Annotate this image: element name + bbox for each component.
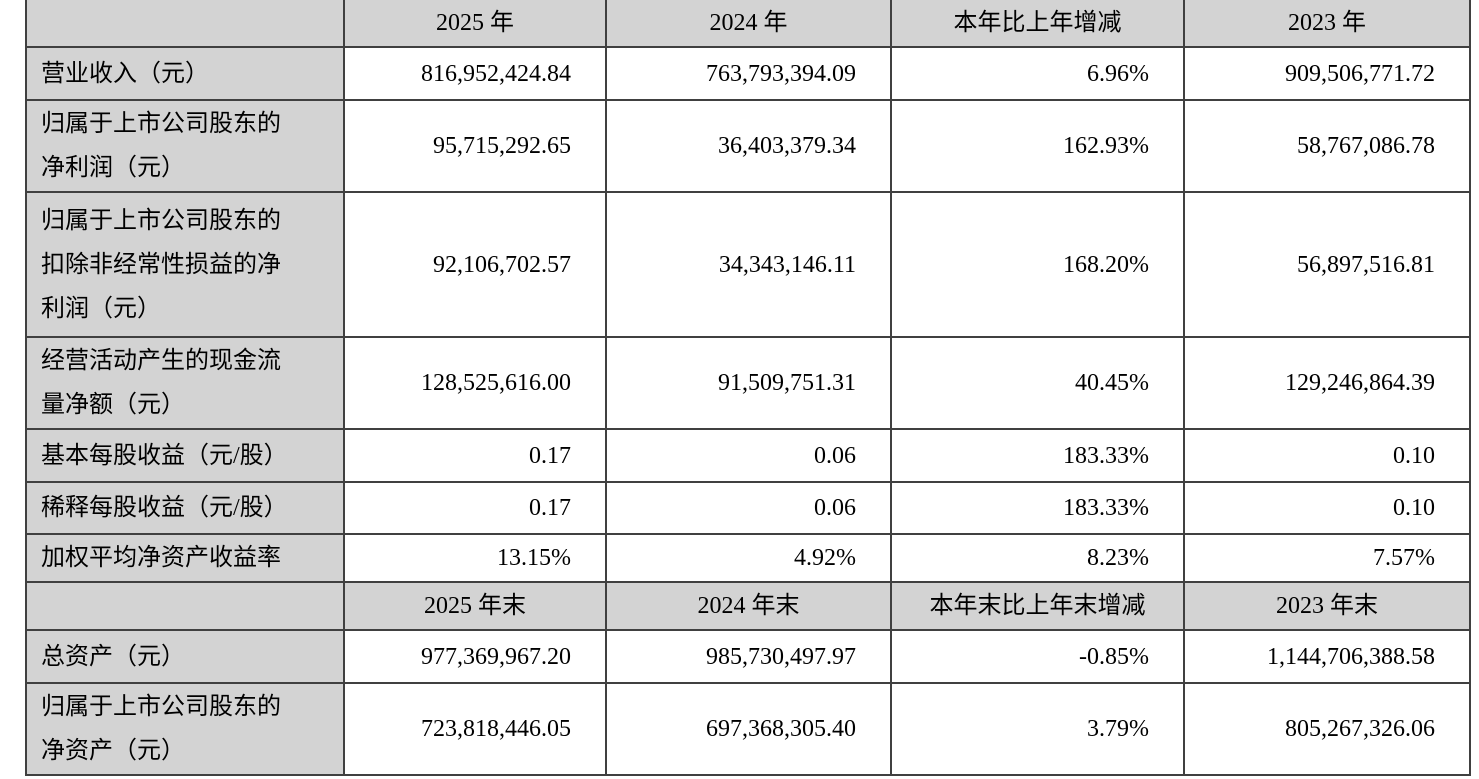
- value-cell-change: 183.33%: [890, 428, 1185, 483]
- value-cell-change: 162.93%: [890, 99, 1185, 193]
- value-cell-change: 183.33%: [890, 481, 1185, 535]
- table-row-basic-eps: 基本每股收益（元/股） 0.17 0.06 183.33% 0.10: [25, 428, 1471, 483]
- value-cell-2023: 7.57%: [1183, 533, 1471, 583]
- row-label-cell: 归属于上市公司股东的 扣除非经常性损益的净 利润（元）: [25, 191, 345, 338]
- value-cell-2023: 909,506,771.72: [1183, 46, 1471, 101]
- column-header-yoy-change: 本年比上年增减: [890, 0, 1185, 48]
- value-cell-2024: 34,343,146.11: [605, 191, 892, 338]
- value-cell-2025: 816,952,424.84: [343, 46, 607, 101]
- value-cell-2025: 0.17: [343, 481, 607, 535]
- value-cell-2023: 0.10: [1183, 481, 1471, 535]
- column-header-end-change: 本年末比上年末增减: [890, 581, 1185, 631]
- value-cell-2024: 985,730,497.97: [605, 629, 892, 684]
- value-cell-2024: 697,368,305.40: [605, 682, 892, 776]
- value-cell-2023: 805,267,326.06: [1183, 682, 1471, 776]
- column-header-2024: 2024 年: [605, 0, 892, 48]
- value-cell-2025: 723,818,446.05: [343, 682, 607, 776]
- row-label-cell: 基本每股收益（元/股）: [25, 428, 345, 483]
- value-cell-change: 6.96%: [890, 46, 1185, 101]
- table-row-net-profit-attributable: 归属于上市公司股东的 净利润（元） 95,715,292.65 36,403,3…: [25, 99, 1471, 193]
- column-header-2024-end: 2024 年末: [605, 581, 892, 631]
- row-label-cell: 营业收入（元）: [25, 46, 345, 101]
- value-cell-2025: 92,106,702.57: [343, 191, 607, 338]
- value-cell-2024: 763,793,394.09: [605, 46, 892, 101]
- value-cell-2023: 129,246,864.39: [1183, 336, 1471, 430]
- value-cell-2024: 0.06: [605, 428, 892, 483]
- point-header-blank-cell: [25, 581, 345, 631]
- column-header-2023: 2023 年: [1183, 0, 1471, 48]
- value-cell-change: 168.20%: [890, 191, 1185, 338]
- row-label-cell: 归属于上市公司股东的 净资产（元）: [25, 682, 345, 776]
- table-row-net-profit-excl-nonrecurring: 归属于上市公司股东的 扣除非经常性损益的净 利润（元） 92,106,702.5…: [25, 191, 1471, 338]
- value-cell-2024: 36,403,379.34: [605, 99, 892, 193]
- row-label-cell: 归属于上市公司股东的 净利润（元）: [25, 99, 345, 193]
- value-cell-2025: 13.15%: [343, 533, 607, 583]
- financial-summary-table: 2025 年 2024 年 本年比上年增减 2023 年 营业收入（元） 816…: [25, 0, 1471, 776]
- period-header-blank-cell: [25, 0, 345, 48]
- point-in-time-header-row: 2025 年末 2024 年末 本年末比上年末增减 2023 年末: [25, 581, 1471, 631]
- value-cell-2024: 4.92%: [605, 533, 892, 583]
- value-cell-2025: 128,525,616.00: [343, 336, 607, 430]
- value-cell-2025: 977,369,967.20: [343, 629, 607, 684]
- value-cell-change: -0.85%: [890, 629, 1185, 684]
- row-label-cell: 经营活动产生的现金流 量净额（元）: [25, 336, 345, 430]
- value-cell-change: 8.23%: [890, 533, 1185, 583]
- value-cell-2023: 56,897,516.81: [1183, 191, 1471, 338]
- column-header-2025-end: 2025 年末: [343, 581, 607, 631]
- row-label-cell: 加权平均净资产收益率: [25, 533, 345, 583]
- value-cell-2023: 0.10: [1183, 428, 1471, 483]
- column-header-2023-end: 2023 年末: [1183, 581, 1471, 631]
- value-cell-2024: 0.06: [605, 481, 892, 535]
- table-row-diluted-eps: 稀释每股收益（元/股） 0.17 0.06 183.33% 0.10: [25, 481, 1471, 535]
- table-row-weighted-avg-roe: 加权平均净资产收益率 13.15% 4.92% 8.23% 7.57%: [25, 533, 1471, 583]
- value-cell-change: 40.45%: [890, 336, 1185, 430]
- row-label-cell: 稀释每股收益（元/股）: [25, 481, 345, 535]
- value-cell-2023: 1,144,706,388.58: [1183, 629, 1471, 684]
- value-cell-2025: 95,715,292.65: [343, 99, 607, 193]
- row-label-cell: 总资产（元）: [25, 629, 345, 684]
- table-row-operating-cash-flow: 经营活动产生的现金流 量净额（元） 128,525,616.00 91,509,…: [25, 336, 1471, 430]
- value-cell-2024: 91,509,751.31: [605, 336, 892, 430]
- table-row-operating-revenue: 营业收入（元） 816,952,424.84 763,793,394.09 6.…: [25, 46, 1471, 101]
- value-cell-2023: 58,767,086.78: [1183, 99, 1471, 193]
- table-row-total-assets: 总资产（元） 977,369,967.20 985,730,497.97 -0.…: [25, 629, 1471, 684]
- column-header-2025: 2025 年: [343, 0, 607, 48]
- value-cell-change: 3.79%: [890, 682, 1185, 776]
- table-row-net-assets-attributable: 归属于上市公司股东的 净资产（元） 723,818,446.05 697,368…: [25, 682, 1471, 776]
- value-cell-2025: 0.17: [343, 428, 607, 483]
- period-header-row: 2025 年 2024 年 本年比上年增减 2023 年: [25, 0, 1471, 48]
